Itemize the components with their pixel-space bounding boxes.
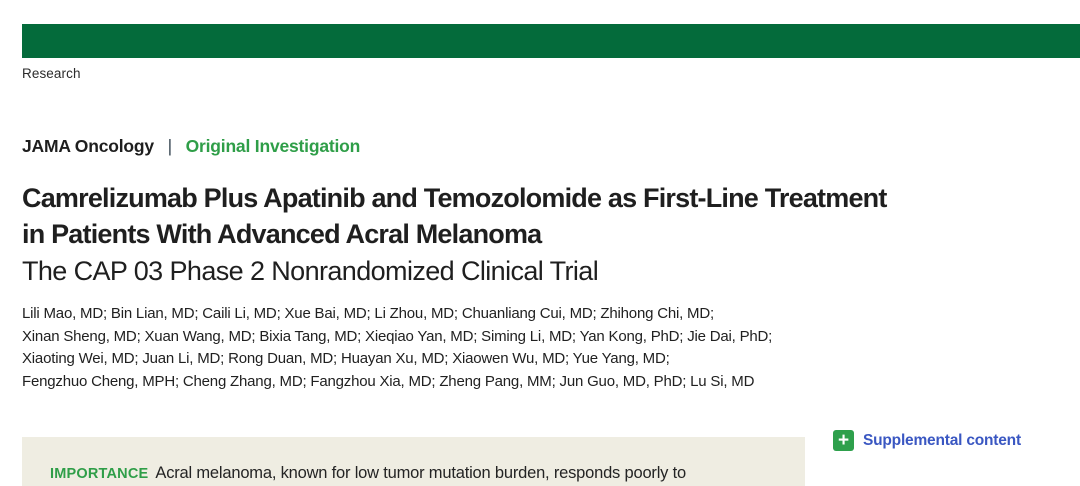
author-line: Fengzhuo Cheng, MPH; Cheng Zhang, MD; Fa… [22, 372, 755, 390]
author-line: Lili Mao, MD; Bin Lian, MD; Caili Li, MD… [22, 305, 714, 322]
importance-text: Acral melanoma, known for low tumor muta… [155, 464, 686, 482]
importance-label: IMPORTANCE [50, 466, 149, 482]
journal-name: JAMA Oncology [22, 136, 154, 156]
plus-icon: + [833, 430, 854, 451]
article-subtitle: The CAP 03 Phase 2 Nonrandomized Clinica… [22, 256, 599, 286]
author-list: Lili Mao, MD; Bin Lian, MD; Caili Li, MD… [22, 303, 772, 393]
journal-brand-bar [22, 24, 1080, 58]
abstract-importance-paragraph: IMPORTANCE Acral melanoma, known for low … [50, 464, 777, 483]
supplemental-content-link[interactable]: + Supplemental content [833, 430, 1021, 451]
title-line-1: Camrelizumab Plus Apatinib and Temozolom… [22, 183, 887, 213]
author-line: Xiaoting Wei, MD; Juan Li, MD; Rong Duan… [22, 350, 670, 367]
supplemental-content-label[interactable]: Supplemental content [863, 431, 1021, 449]
article-title: Camrelizumab Plus Apatinib and Temozolom… [22, 180, 887, 290]
masthead-separator: | [167, 136, 173, 156]
author-line: Xinan Sheng, MD; Xuan Wang, MD; Bixia Ta… [22, 327, 773, 345]
abstract-box: IMPORTANCE Acral melanoma, known for low … [22, 437, 805, 486]
article-type-label: Original Investigation [185, 136, 361, 156]
masthead: JAMA Oncology | Original Investigation [22, 136, 360, 157]
section-kicker: Research [22, 66, 81, 81]
title-line-2: in Patients With Advanced Acral Melanoma [22, 219, 542, 249]
